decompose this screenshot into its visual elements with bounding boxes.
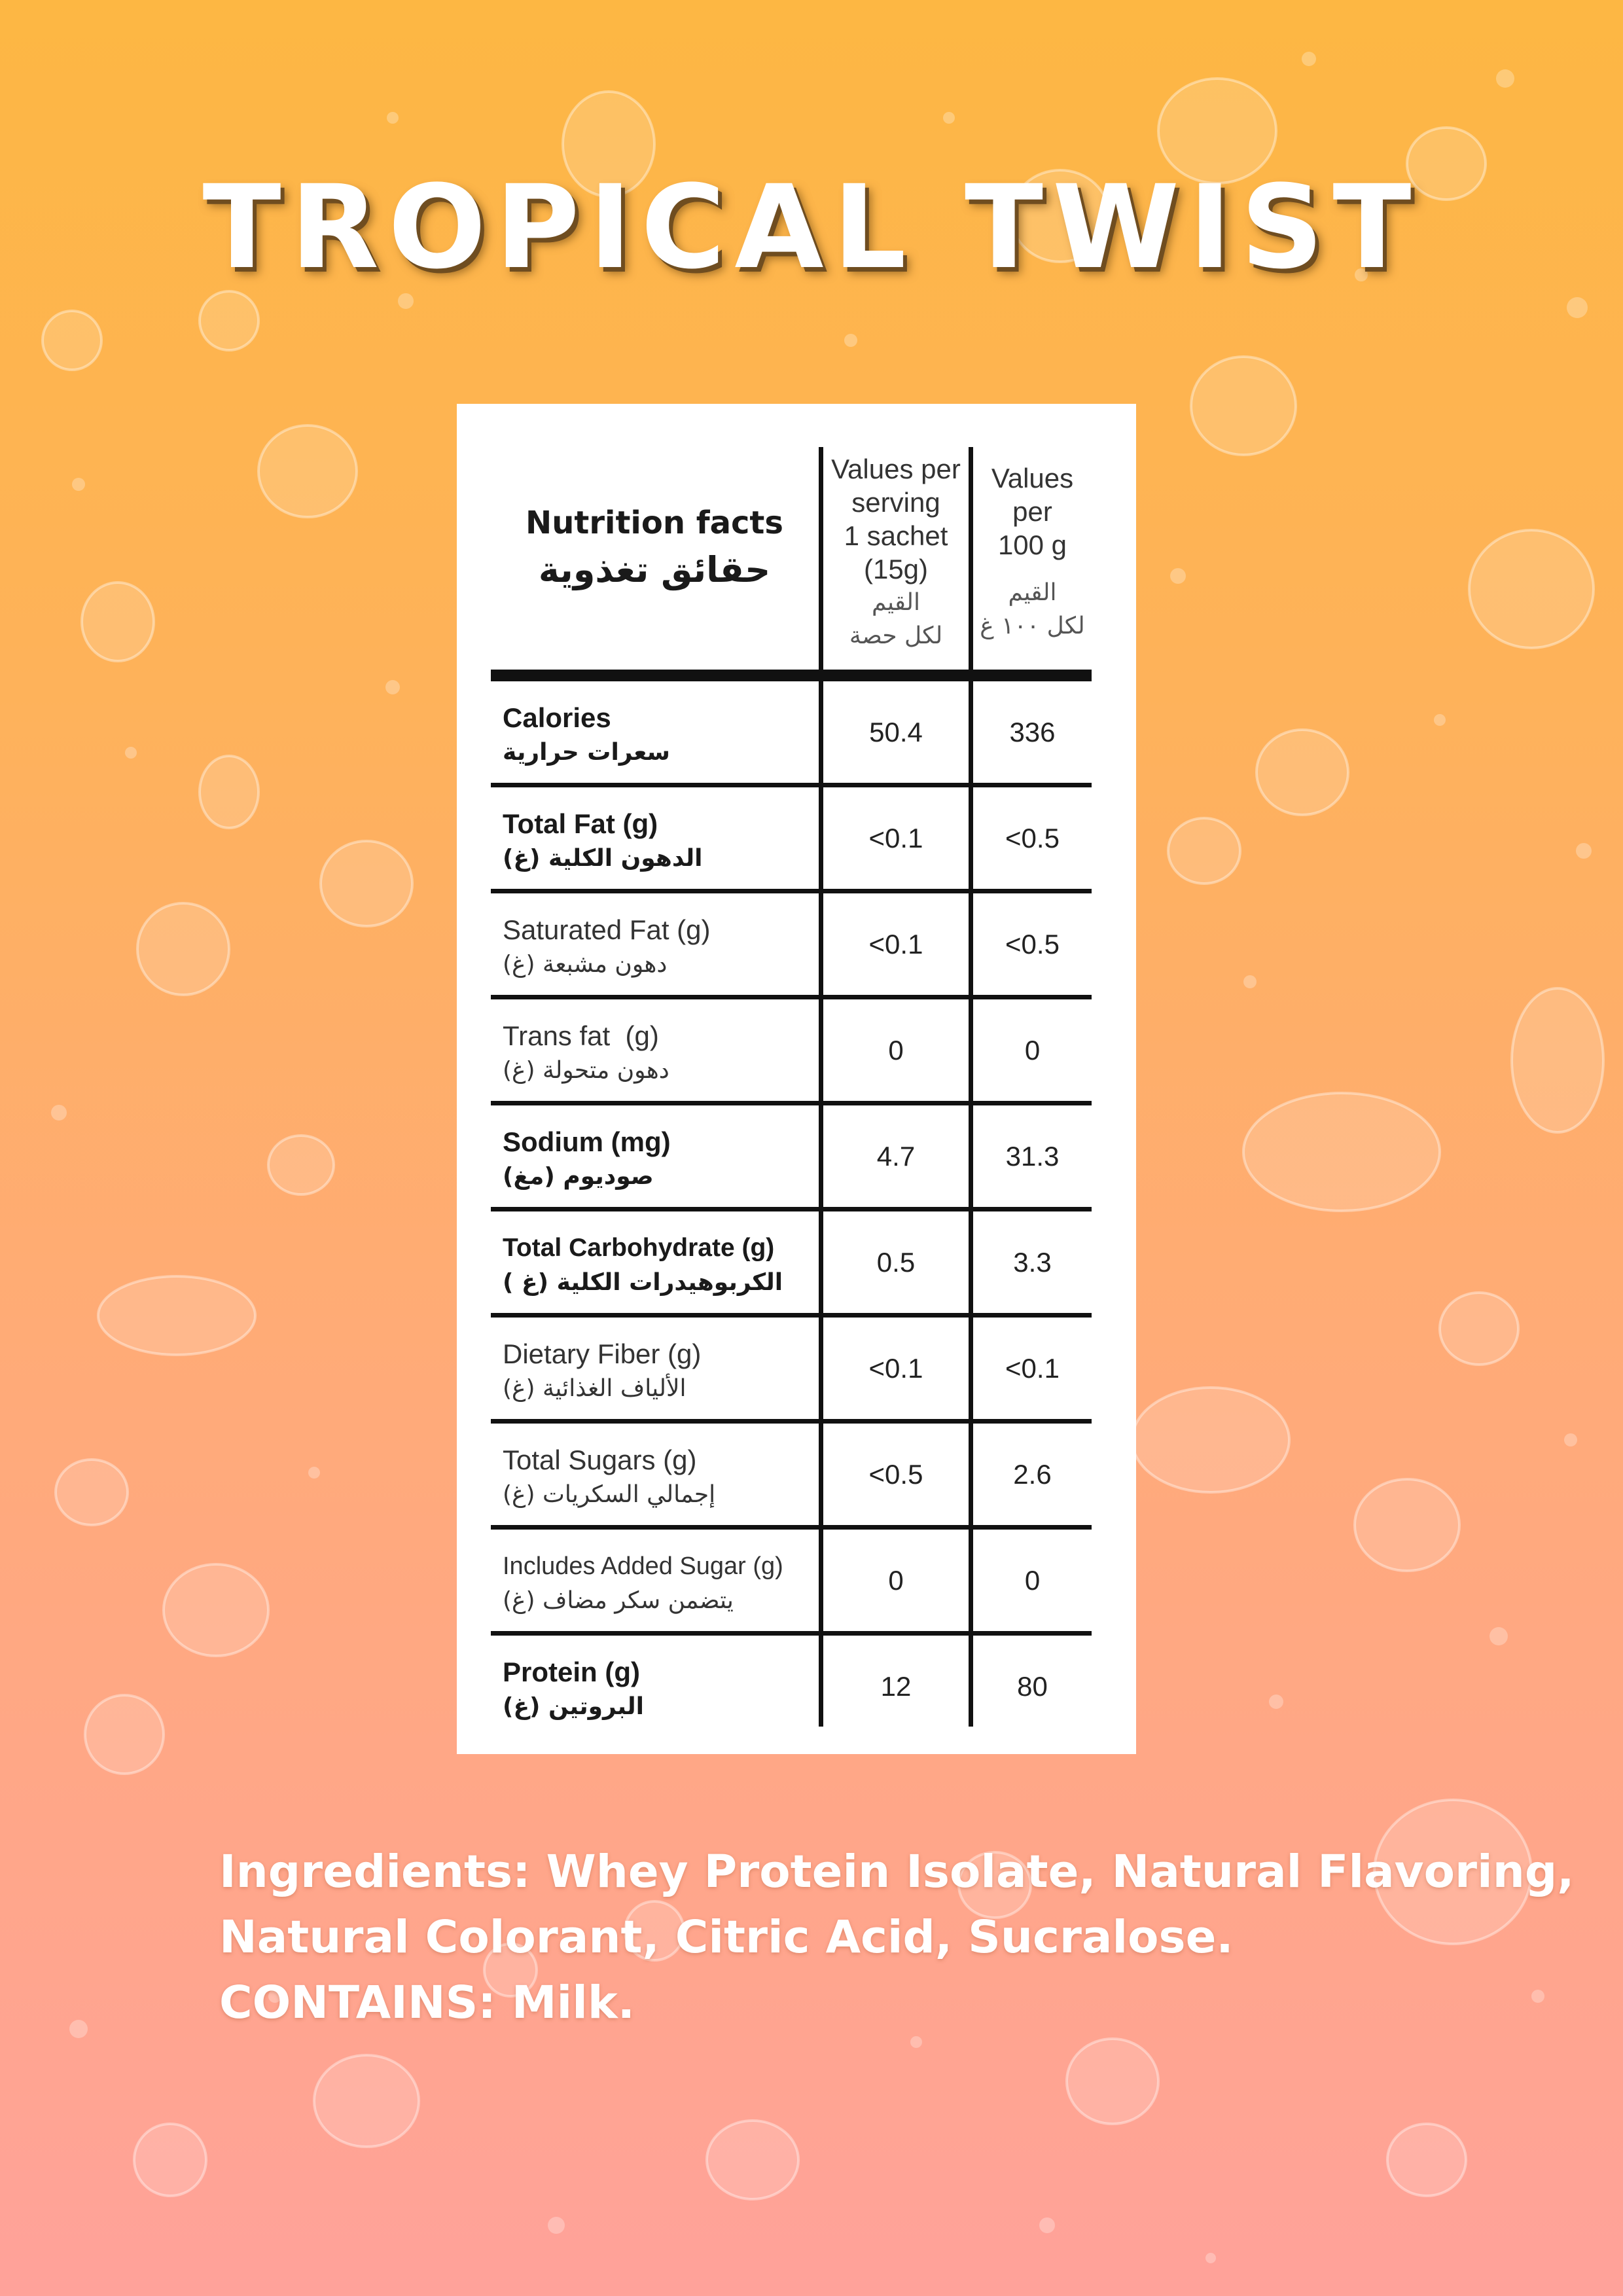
value-per-serving: 4.7 <box>876 1141 916 1172</box>
table-row: Saturated Fat (g) دهون مشبعة (غ) <0.1 <0.… <box>491 893 1092 999</box>
nutrient-name: Trans fat (g) <box>503 1020 659 1051</box>
col1-arabic-line: لكل حصة <box>849 622 943 649</box>
nutrition-heading: Nutrition facts حقائق تغذوية <box>491 499 818 594</box>
nutrient-name: Saturated Fat (g) <box>503 914 711 945</box>
col2-line: per <box>1012 496 1052 527</box>
value-per-serving: <0.5 <box>868 1459 923 1490</box>
table-header: Nutrition facts حقائق تغذوية Values per … <box>491 447 1092 670</box>
nutrient-name: Dietary Fiber (g) <box>503 1338 702 1369</box>
column-header-per-100g: Values per 100 g القيم لكل ١٠٠ غ <box>973 461 1092 643</box>
table-row: Sodium (mg) صوديوم (مغ) 4.7 31.3 <box>491 1105 1092 1211</box>
row-divider <box>491 995 1092 999</box>
column-divider <box>969 447 973 1727</box>
value-per-100g: <0.5 <box>1005 929 1060 960</box>
col1-line: Values per <box>831 454 961 484</box>
value-per-100g: 3.3 <box>1013 1247 1052 1278</box>
table-row: Dietary Fiber (g) الألياف الغذائية (غ) <0… <box>491 1318 1092 1424</box>
col1-line: 1 sachet <box>844 520 948 551</box>
row-divider <box>491 1631 1092 1636</box>
col2-line: Values <box>991 463 1074 493</box>
nutrient-name-arabic: إجمالي السكريات (غ) <box>503 1481 716 1508</box>
nutrient-name: Total Sugars (g) <box>503 1444 697 1475</box>
value-per-serving: 0 <box>888 1565 904 1596</box>
nutrient-name-arabic: دهون متحولة (غ) <box>503 1057 669 1084</box>
nutrient-name: Sodium (mg) <box>503 1126 671 1157</box>
row-divider <box>491 1207 1092 1211</box>
row-divider <box>491 1313 1092 1318</box>
row-divider <box>491 783 1092 787</box>
row-divider <box>491 1525 1092 1530</box>
row-divider <box>491 1101 1092 1105</box>
nutrient-name-arabic: الدهون الكلية (غ) <box>503 845 703 872</box>
heading-arabic: حقائق تغذوية <box>538 549 771 590</box>
header-divider <box>491 670 1092 681</box>
value-per-100g: 2.6 <box>1013 1459 1052 1490</box>
nutrient-name: Calories <box>503 702 611 733</box>
col1-line: (15g) <box>863 554 929 584</box>
allergen-line: CONTAINS: Milk. <box>219 1977 635 2029</box>
value-per-serving: <0.1 <box>868 929 923 960</box>
value-per-serving: 12 <box>880 1671 912 1702</box>
table-row: Includes Added Sugar (g) يتضمن سكر مضاف (… <box>491 1530 1092 1636</box>
nutrient-name-arabic: يتضمن سكر مضاف (غ) <box>503 1587 734 1614</box>
value-per-100g: 0 <box>1024 1565 1041 1596</box>
nutrient-name: Protein (g) <box>503 1657 640 1687</box>
nutrient-name: Total Fat (g) <box>503 808 658 839</box>
table-row: Trans fat (g) دهون متحولة (غ) 0 0 <box>491 999 1092 1105</box>
row-divider <box>491 889 1092 893</box>
col2-arabic-line: القيم <box>1008 579 1057 606</box>
col1-line: serving <box>851 487 940 518</box>
value-per-serving: 0.5 <box>876 1247 916 1278</box>
value-per-100g: 80 <box>1017 1671 1048 1702</box>
value-per-100g: <0.1 <box>1005 1353 1060 1384</box>
row-divider <box>491 1419 1092 1424</box>
nutrient-name-arabic: دهون مشبعة (غ) <box>503 951 668 978</box>
col2-arabic-line: لكل ١٠٠ غ <box>980 613 1085 639</box>
nutrient-name-arabic: صوديوم (مغ) <box>503 1163 654 1190</box>
value-per-100g: <0.5 <box>1005 823 1060 853</box>
nutrient-name-arabic: الكربوهيدرات الكلية (غ ) <box>503 1269 783 1296</box>
nutrition-panel: Nutrition facts حقائق تغذوية Values per … <box>457 404 1136 1754</box>
col1-arabic-line: القيم <box>871 589 920 616</box>
value-per-serving: <0.1 <box>868 823 923 853</box>
ingredients-line: Ingredients: Whey Protein Isolate, Natur… <box>219 1846 1575 1898</box>
nutrition-table: Nutrition facts حقائق تغذوية Values per … <box>491 447 1092 1727</box>
nutrient-name-arabic: البروتين (غ) <box>503 1693 644 1720</box>
product-title: TROPICAL TWIST <box>202 160 1421 295</box>
column-header-per-serving: Values per serving 1 sachet (15g) القيم … <box>823 452 969 653</box>
column-divider <box>819 447 823 1727</box>
heading-english: Nutrition facts <box>526 505 783 541</box>
value-per-serving: 50.4 <box>869 717 923 747</box>
value-per-100g: 31.3 <box>1005 1141 1060 1172</box>
table-row: Protein (g) البروتين (غ) 12 80 <box>491 1636 1092 1742</box>
ingredients-line: Natural Colorant, Citric Acid, Sucralose… <box>219 1911 1234 1964</box>
table-row: Calories سعرات حرارية 50.4 336 <box>491 681 1092 787</box>
table-row: Total Fat (g) الدهون الكلية (غ) <0.1 <0.5 <box>491 787 1092 893</box>
nutrient-name-arabic: الألياف الغذائية (غ) <box>503 1375 687 1402</box>
table-row: Total Sugars (g) إجمالي السكريات (غ) <0.5… <box>491 1424 1092 1530</box>
ingredients-text: Ingredients: Whey Protein Isolate, Natur… <box>219 1839 1575 2036</box>
value-per-100g: 336 <box>1009 717 1056 747</box>
nutrient-name-arabic: سعرات حرارية <box>503 739 670 766</box>
nutrient-name: Includes Added Sugar (g) <box>503 1552 783 1580</box>
value-per-serving: 0 <box>888 1035 904 1066</box>
value-per-serving: <0.1 <box>868 1353 923 1384</box>
table-row: Total Carbohydrate (g) الكربوهيدرات الكلي… <box>491 1211 1092 1318</box>
nutrient-name: Total Carbohydrate (g) <box>503 1234 775 1262</box>
value-per-100g: 0 <box>1024 1035 1041 1066</box>
col2-line: 100 g <box>997 529 1067 560</box>
